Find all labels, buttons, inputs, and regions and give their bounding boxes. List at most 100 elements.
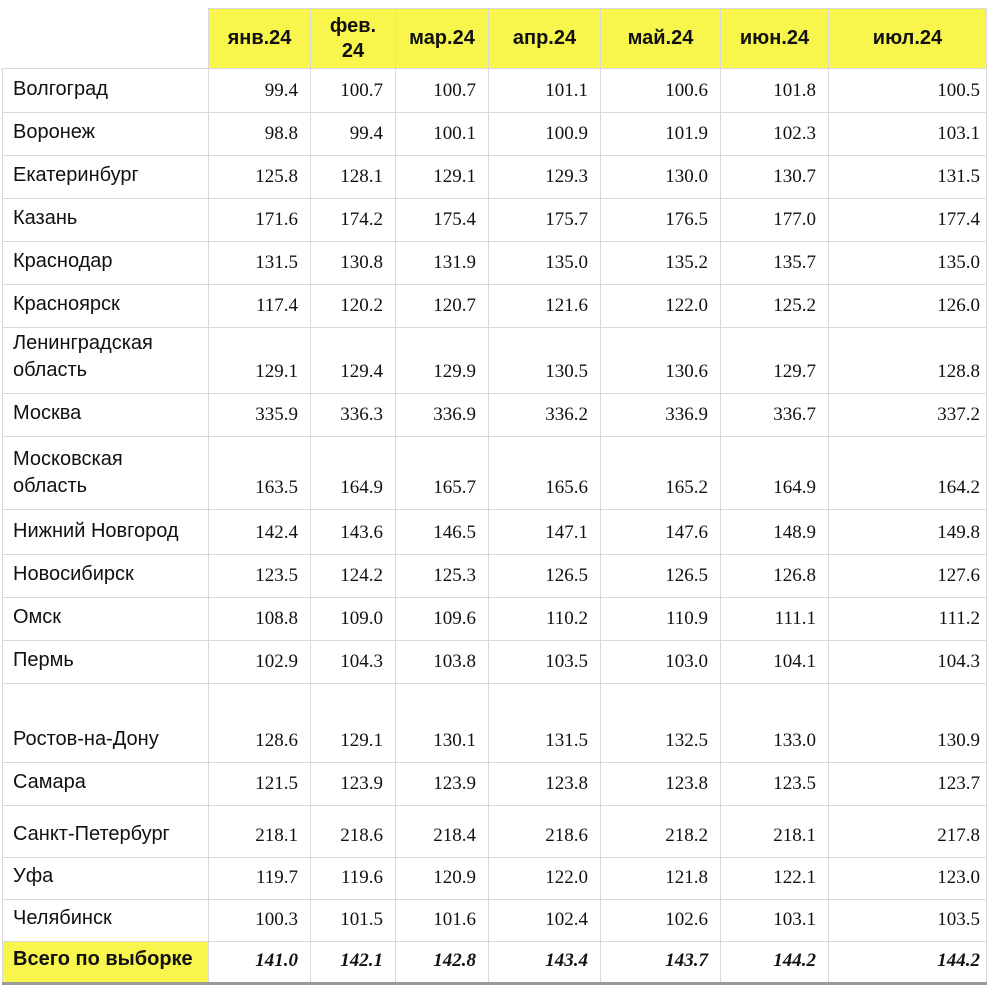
value-cell: 121.8	[600, 857, 721, 900]
value-cell: 101.5	[310, 899, 396, 942]
row-label: Краснодар	[2, 241, 209, 285]
value-cell: 135.7	[720, 241, 829, 285]
value-cell: 131.5	[828, 155, 987, 199]
value-cell: 130.7	[720, 155, 829, 199]
value-cell: 102.3	[720, 112, 829, 156]
row-label: Уфа	[2, 857, 209, 900]
value-cell: 130.9	[828, 683, 987, 763]
value-cell: 128.8	[828, 327, 987, 394]
total-value-cell: 142.8	[395, 941, 489, 984]
value-cell: 177.4	[828, 198, 987, 242]
value-cell: 337.2	[828, 393, 987, 437]
value-cell: 128.6	[208, 683, 311, 763]
table-footer: Всего по выборке 141.0 142.1 142.8 143.4 143…	[2, 941, 987, 984]
value-cell: 176.5	[600, 198, 721, 242]
value-cell: 130.8	[310, 241, 396, 285]
value-cell: 100.7	[310, 68, 396, 113]
value-cell: 119.7	[208, 857, 311, 900]
value-cell: 123.5	[720, 762, 829, 806]
value-cell: 131.5	[208, 241, 311, 285]
value-cell: 100.7	[395, 68, 489, 113]
value-cell: 120.2	[310, 284, 396, 328]
row-label: Казань	[2, 198, 209, 242]
value-cell: 131.9	[395, 241, 489, 285]
value-cell: 123.0	[828, 857, 987, 900]
total-value-cell: 143.7	[600, 941, 721, 984]
value-cell: 218.1	[720, 805, 829, 858]
value-cell: 100.3	[208, 899, 311, 942]
value-cell: 111.2	[828, 597, 987, 641]
value-cell: 122.0	[488, 857, 601, 900]
value-cell: 175.7	[488, 198, 601, 242]
value-cell: 147.6	[600, 509, 721, 555]
table-row: Самара 121.5 123.9 123.9 123.8 123.8 123.5 123.…	[2, 762, 987, 806]
value-cell: 218.4	[395, 805, 489, 858]
value-cell: 135.0	[488, 241, 601, 285]
table-row: Краснодар 131.5 130.8 131.9 135.0 135.2 135.7 1…	[2, 241, 987, 285]
value-cell: 125.2	[720, 284, 829, 328]
header-cell-month: июл.24	[828, 8, 987, 69]
total-row-label: Всего по выборке	[2, 941, 209, 984]
total-value-cell: 144.2	[828, 941, 987, 984]
value-cell: 218.6	[310, 805, 396, 858]
value-cell: 126.0	[828, 284, 987, 328]
value-cell: 103.5	[488, 640, 601, 684]
header-cell-month: июн.24	[720, 8, 829, 69]
value-cell: 122.1	[720, 857, 829, 900]
value-cell: 130.0	[600, 155, 721, 199]
value-cell: 148.9	[720, 509, 829, 555]
value-cell: 104.3	[828, 640, 987, 684]
table-row: Волгоград 99.4 100.7 100.7 101.1 100.6 101.8 10…	[2, 68, 987, 113]
value-cell: 129.1	[208, 327, 311, 394]
value-cell: 130.5	[488, 327, 601, 394]
value-cell: 101.9	[600, 112, 721, 156]
row-label: Самара	[2, 762, 209, 806]
value-cell: 127.6	[828, 554, 987, 598]
row-label: Ленинградская область	[2, 327, 209, 394]
table-row: Пермь 102.9 104.3 103.8 103.5 103.0 104.1 104.3	[2, 640, 987, 684]
value-cell: 123.9	[310, 762, 396, 806]
table-body: Волгоград 99.4 100.7 100.7 101.1 100.6 101.8 10…	[2, 68, 987, 942]
value-cell: 123.8	[488, 762, 601, 806]
value-cell: 122.0	[600, 284, 721, 328]
value-cell: 129.4	[310, 327, 396, 394]
value-cell: 217.8	[828, 805, 987, 858]
value-cell: 336.7	[720, 393, 829, 437]
header-cell-month: мар.24	[395, 8, 489, 69]
value-cell: 126.5	[600, 554, 721, 598]
value-cell: 125.3	[395, 554, 489, 598]
value-cell: 164.9	[720, 436, 829, 510]
value-cell: 128.1	[310, 155, 396, 199]
value-cell: 100.1	[395, 112, 489, 156]
value-cell: 129.1	[310, 683, 396, 763]
row-label: Волгоград	[2, 68, 209, 113]
value-cell: 110.2	[488, 597, 601, 641]
value-cell: 103.8	[395, 640, 489, 684]
value-cell: 174.2	[310, 198, 396, 242]
table-row: Санкт-Петербург 218.1 218.6 218.4 218.6 218.2…	[2, 805, 987, 858]
value-cell: 147.1	[488, 509, 601, 555]
header-cell-month: апр.24	[488, 8, 601, 69]
value-cell: 129.9	[395, 327, 489, 394]
header-cell-month: фев.24	[310, 8, 396, 69]
value-cell: 120.9	[395, 857, 489, 900]
table-header: янв.24 фев.24 мар.24 апр.24 май.24 июн.24 июл.…	[2, 8, 987, 69]
value-cell: 171.6	[208, 198, 311, 242]
value-cell: 100.5	[828, 68, 987, 113]
value-cell: 165.6	[488, 436, 601, 510]
table-row: Омск 108.8 109.0 109.6 110.2 110.9 111.1 111.2	[2, 597, 987, 641]
value-cell: 104.1	[720, 640, 829, 684]
table-row: Новосибирск 123.5 124.2 125.3 126.5 126.5 126.…	[2, 554, 987, 598]
value-cell: 103.1	[828, 112, 987, 156]
table-row: Нижний Новгород 142.4 143.6 146.5 147.1 147.6…	[2, 509, 987, 555]
value-cell: 336.9	[600, 393, 721, 437]
row-label: Нижний Новгород	[2, 509, 209, 555]
value-cell: 126.8	[720, 554, 829, 598]
value-cell: 130.6	[600, 327, 721, 394]
value-cell: 336.3	[310, 393, 396, 437]
value-cell: 177.0	[720, 198, 829, 242]
value-cell: 135.2	[600, 241, 721, 285]
value-cell: 130.1	[395, 683, 489, 763]
row-label: Пермь	[2, 640, 209, 684]
value-cell: 143.6	[310, 509, 396, 555]
